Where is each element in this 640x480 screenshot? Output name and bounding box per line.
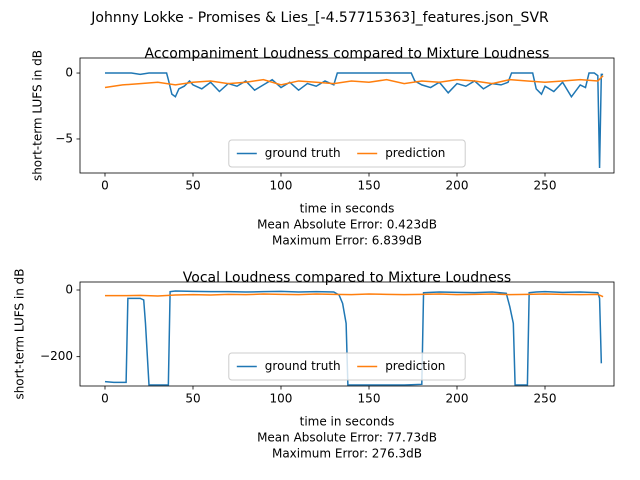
series-group — [104, 72, 604, 169]
axes-frame — [79, 57, 615, 174]
y-tick-label: −5 — [55, 131, 73, 145]
x-tick-label: 100 — [270, 179, 293, 193]
legend-label: prediction — [385, 146, 445, 160]
axes-title: Vocal Loudness compared to Mixture Loudn… — [183, 270, 511, 286]
annotation: Maximum Error: 276.3dB — [272, 447, 422, 461]
series-group — [104, 290, 604, 386]
x-tick-label: 0 — [101, 392, 109, 406]
legend-label: ground truth — [265, 146, 341, 160]
legend-label: prediction — [385, 359, 445, 373]
y-tick-label: 0 — [65, 66, 73, 80]
annotation: Mean Absolute Error: 77.73dB — [257, 431, 437, 445]
annotation: Maximum Error: 6.839dB — [272, 234, 422, 248]
x-tick-label: 100 — [270, 392, 293, 406]
x-tick-label: 0 — [101, 179, 109, 193]
figure-title: Johnny Lokke - Promises & Lies_[-4.57715… — [90, 10, 549, 26]
series-line — [104, 72, 604, 169]
x-tick-label: 50 — [185, 392, 200, 406]
y-axis-label: short-term LUFS in dB — [13, 268, 27, 399]
x-tick-label: 250 — [534, 179, 557, 193]
y-axis-label: short-term LUFS in dB — [31, 50, 45, 181]
x-tick-label: 200 — [446, 179, 469, 193]
series-line — [104, 290, 603, 386]
y-tick-label: 0 — [65, 283, 73, 297]
x-tick-label: 200 — [446, 392, 469, 406]
y-tick-label: −200 — [40, 349, 73, 363]
series-line — [104, 293, 604, 298]
legend-label: ground truth — [265, 359, 341, 373]
annotation: Mean Absolute Error: 0.423dB — [257, 218, 437, 232]
series-line — [104, 75, 604, 89]
x-tick-label: 50 — [185, 179, 200, 193]
legend-box — [228, 352, 466, 381]
axes-title: Accompaniment Loudness compared to Mixtu… — [145, 46, 550, 62]
x-axis-label: time in seconds — [300, 202, 395, 216]
axes-frame — [79, 281, 615, 387]
x-axis-label: time in seconds — [300, 415, 395, 429]
x-tick-label: 150 — [358, 392, 381, 406]
x-tick-label: 250 — [534, 392, 557, 406]
legend-box — [228, 139, 466, 168]
x-tick-label: 150 — [358, 179, 381, 193]
